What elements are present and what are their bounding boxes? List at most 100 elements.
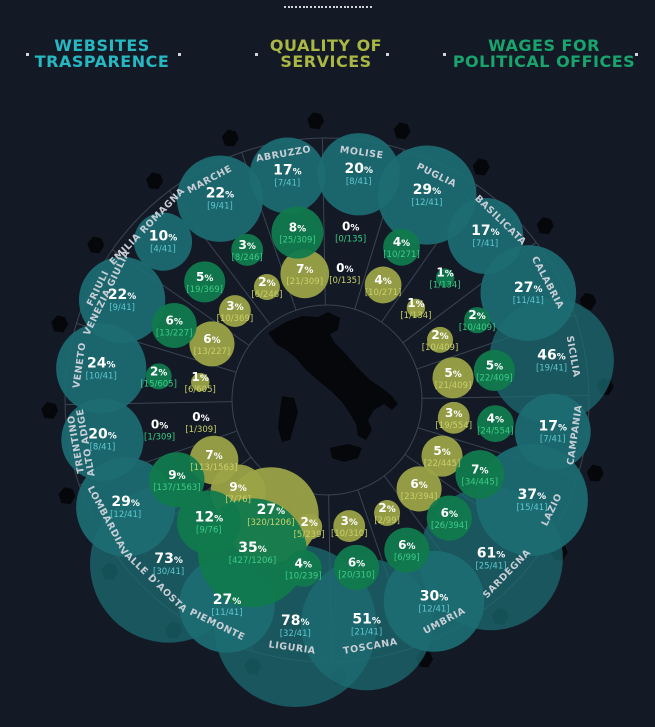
value-fraction: [8/41] — [346, 177, 372, 187]
bubble-wage — [151, 302, 197, 349]
value-percent: 5% — [486, 358, 503, 372]
value-percent: 7% — [205, 448, 222, 462]
value-percent: 61% — [477, 545, 506, 561]
value-number: 2 — [431, 328, 439, 342]
value-fraction: [0/135] — [329, 276, 360, 286]
value-fraction: [10/409] — [422, 343, 459, 353]
chart-value-labels: 20%[8/41]24%[10/41]22%[9/41]10%[4/41]22%… — [86, 161, 567, 639]
value-unit: % — [108, 432, 117, 442]
value-unit: % — [416, 300, 425, 310]
value-number: 2 — [468, 308, 476, 322]
sardegna-island — [278, 396, 298, 442]
bubble-wage — [426, 495, 472, 541]
legend-wages-for-political-offices: WAGES FOR POLITICAL OFFICES — [452, 38, 636, 70]
value-percent: 12% — [195, 509, 224, 525]
value-percent: 9% — [168, 468, 185, 482]
value-percent: 3% — [226, 299, 243, 313]
value-fraction: [32/41] — [280, 629, 311, 639]
value-unit: % — [247, 242, 256, 252]
region-silhouette — [41, 401, 59, 419]
value-fraction: [137/1563] — [153, 483, 200, 493]
value-percent: 2% — [258, 275, 275, 289]
value-percent: 6% — [398, 538, 415, 552]
value-percent: 5% — [444, 366, 461, 380]
value-fraction: [10/271] — [383, 250, 420, 260]
legend-line: WEBSITES — [54, 36, 150, 55]
value-fraction: [21/309] — [286, 277, 323, 287]
value-unit: % — [158, 368, 167, 378]
value-number: 8 — [289, 221, 297, 235]
value-number: 7 — [296, 262, 304, 276]
value-fraction: [11/41] — [513, 296, 544, 306]
bubble-wage — [177, 490, 241, 555]
bubble-web — [176, 155, 264, 242]
value-percent: 7% — [296, 262, 313, 276]
value-unit: % — [495, 416, 504, 426]
italy-silhouette — [268, 312, 398, 440]
value-fraction: [15/41] — [516, 503, 547, 513]
value-number: 6 — [348, 555, 356, 569]
value-percent: 6% — [441, 506, 458, 520]
value-percent: 22% — [108, 287, 137, 303]
value-percent: 37% — [518, 487, 547, 503]
value-percent: 2% — [150, 364, 167, 378]
value-number: 46 — [537, 347, 556, 363]
value-fraction: [7/41] — [473, 239, 499, 249]
value-number: 2 — [378, 501, 386, 515]
value-unit: % — [534, 285, 543, 295]
value-unit: % — [258, 545, 267, 555]
legend-dot — [255, 53, 258, 56]
value-percent: 4% — [295, 556, 312, 570]
value-percent: 73% — [154, 551, 183, 567]
value-number: 37 — [518, 487, 537, 503]
inner-ring — [231, 304, 423, 496]
value-fraction: [20/310] — [338, 570, 375, 580]
legend-dot — [635, 53, 638, 56]
value-number: 29 — [413, 182, 432, 198]
value-percent: 9% — [229, 480, 246, 494]
bubble-qual — [333, 510, 366, 542]
value-fraction: [427/1206] — [229, 556, 276, 566]
bubble-web — [249, 137, 326, 214]
value-percent: 8% — [289, 221, 306, 235]
value-number: 6 — [441, 506, 449, 520]
value-fraction: [8/41] — [90, 443, 116, 453]
value-percent: 0% — [336, 261, 353, 275]
value-percent: 2% — [300, 515, 317, 529]
value-fraction: [21/41] — [351, 628, 382, 638]
value-unit: % — [293, 167, 302, 177]
value-unit: % — [449, 510, 458, 520]
value-number: 7 — [205, 448, 213, 462]
bubble-wage — [333, 544, 380, 590]
value-unit: % — [106, 360, 115, 370]
value-fraction: [10/409] — [459, 323, 496, 333]
value-fraction: [19/369] — [186, 285, 223, 295]
bubble-wage — [149, 452, 205, 508]
legend-line: WAGES FOR — [488, 36, 600, 55]
value-number: 3 — [445, 406, 453, 420]
value-number: 22 — [108, 287, 127, 303]
value-fraction: [2/99] — [374, 516, 400, 526]
value-unit: % — [303, 560, 312, 570]
value-number: 30 — [420, 588, 440, 604]
region-silhouette — [146, 172, 164, 190]
value-unit: % — [349, 518, 358, 528]
value-fraction: [1/134] — [430, 281, 461, 291]
region-silhouette — [221, 129, 239, 147]
value-fraction: [10/239] — [285, 571, 322, 581]
value-fraction: [19/41] — [536, 363, 567, 373]
legend-line: POLITICAL OFFICES — [452, 52, 636, 71]
value-unit: % — [445, 270, 454, 280]
value-unit: % — [491, 228, 500, 238]
bubble-qual — [396, 466, 442, 512]
value-number: 0 — [151, 418, 159, 432]
value-number: 4 — [295, 556, 303, 570]
bubble-web — [133, 212, 193, 271]
value-unit: % — [350, 224, 359, 234]
value-percent: 2% — [378, 501, 395, 515]
value-unit: % — [439, 593, 448, 603]
bubble-qual — [253, 273, 280, 300]
value-percent: 3% — [238, 238, 255, 252]
value-unit: % — [168, 234, 177, 244]
